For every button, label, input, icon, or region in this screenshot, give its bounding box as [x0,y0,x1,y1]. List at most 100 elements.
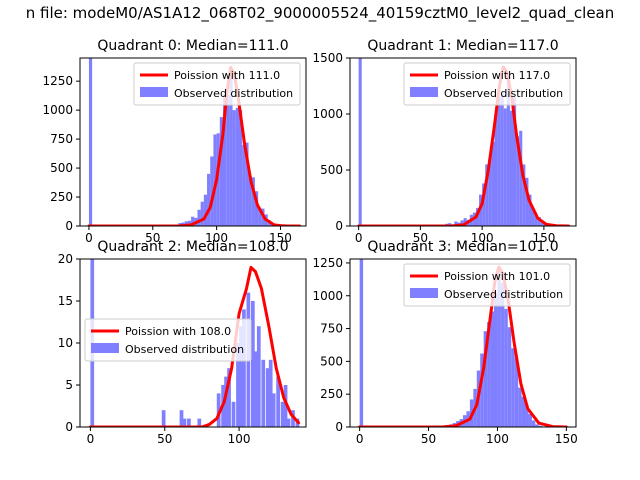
legend-label-observed: Observed distribution [174,87,293,100]
figure-title: n file: modeM0/AS1A12_068T02_9000005524_… [26,4,615,23]
histogram-bar [491,142,495,226]
chart-quadrant-1: Quadrant 1: Median=117.00 50 100 1500500100… [312,38,577,245]
histogram-bar [503,108,507,226]
x-tick-label: 150 [555,432,578,446]
x-tick-label: 150 [269,231,292,245]
histogram-bar [223,93,227,226]
legend-bar-swatch [410,87,438,97]
x-tick-label: 150 [532,231,555,245]
histogram-bar [88,58,93,226]
histogram-bar [540,222,544,226]
histogram-bar [528,194,532,226]
histogram-bar [197,418,202,427]
legend: Poission with 117.0 Observed distribution [403,62,571,106]
plot-area [88,259,301,427]
y-tick-label: 750 [50,132,73,146]
legend-bar-swatch [140,87,168,97]
histogram-bar [519,130,523,226]
histogram-bar [522,164,526,226]
histogram-bar [525,177,529,226]
histogram-bar [184,221,188,226]
y-tick-label: 750 [320,322,343,336]
histogram-bar [531,420,536,427]
y-tick-label: 1000 [312,289,343,303]
y-tick-label: 1000 [312,107,343,121]
histogram-bar [216,133,220,226]
histogram-bar [454,221,458,226]
histogram-bar [216,393,221,427]
histogram-bar [239,326,243,427]
y-tick-label: 0 [65,420,73,434]
histogram-bar [514,357,519,427]
histogram-bar [358,58,362,226]
histogram-bar [161,410,166,427]
y-tick-label: 500 [320,163,343,177]
histogram-bar [531,209,535,226]
histogram-bar [235,107,239,226]
histogram-bar [535,424,539,427]
histogram-bar [258,207,262,226]
y-tick-label: 1250 [312,256,343,270]
legend: Poission with 111.0 Observed distribution [133,62,301,106]
legend-box [133,62,301,106]
y-tick-label: 1500 [312,51,343,65]
chart-quadrant-2: Quadrant 2: Median=108.0 0 50 100 0 5 10 15 20 Po… [58,239,307,446]
histogram-bar [460,220,464,226]
legend-box [403,62,571,106]
histogram-bar [232,110,236,226]
y-tick-label: 250 [50,190,73,204]
chart-title: Quadrant 1: Median=117.0 [367,38,558,54]
histogram-bar [238,110,243,226]
histogram-bar [500,282,505,427]
histogram-bar [242,144,246,226]
histogram-bar [226,95,230,226]
histogram-bar [525,404,529,427]
histogram-bar [488,158,492,226]
histogram-bar [497,269,501,427]
histogram-bar [227,368,231,427]
histogram-bar [483,331,488,427]
histogram-bar [487,322,491,427]
histogram-bar [254,191,259,226]
histogram-bar [538,425,543,427]
histogram-bar [280,401,285,427]
histogram-bar [521,396,526,427]
histogram-bar [179,410,184,427]
x-tick-label: 50 [421,432,436,446]
histogram-bar [191,216,195,226]
histogram-bar [359,259,364,427]
legend: Poission with 108.0 Observed distribution [84,318,252,362]
y-tick-label: 0 [65,219,73,233]
histogram-bar [494,114,498,226]
plot-area [358,259,568,427]
x-tick-label: 100 [205,231,228,245]
histogram-bar [187,220,192,226]
histogram-bar [511,348,515,427]
x-tick-label: 50 [157,432,172,446]
histogram-bar [261,359,266,427]
histogram-bar [248,176,252,226]
chart-quadrant-3: Quadrant 3: Median=101.0 0 50 100 150 0 250 500… [312,239,577,446]
histogram-bar [224,376,228,427]
histogram-bar [187,418,191,427]
histogram-bar [516,136,520,226]
y-tick-label: 5 [65,378,73,392]
histogram-bar [494,293,498,427]
histogram-bar [236,343,240,427]
histogram-bar [242,309,246,427]
x-tick-label: 100 [228,432,251,446]
legend-label-observed: Observed distribution [444,288,563,301]
x-tick-label: 100 [471,231,494,245]
y-tick-label: 0 [335,219,343,233]
y-tick-label: 10 [58,336,73,350]
histogram-bar [197,209,201,226]
plot-area [87,58,302,226]
legend: Poission with 101.0 Observed distribution [403,263,571,307]
histogram-bar [245,142,249,226]
axes-frame [349,57,577,227]
y-tick-label: 1250 [42,74,73,88]
histogram-bar [276,376,280,427]
histogram-bar [528,413,532,427]
axes-frame [79,57,307,227]
legend-label-poisson: Poission with 117.0 [444,69,550,82]
